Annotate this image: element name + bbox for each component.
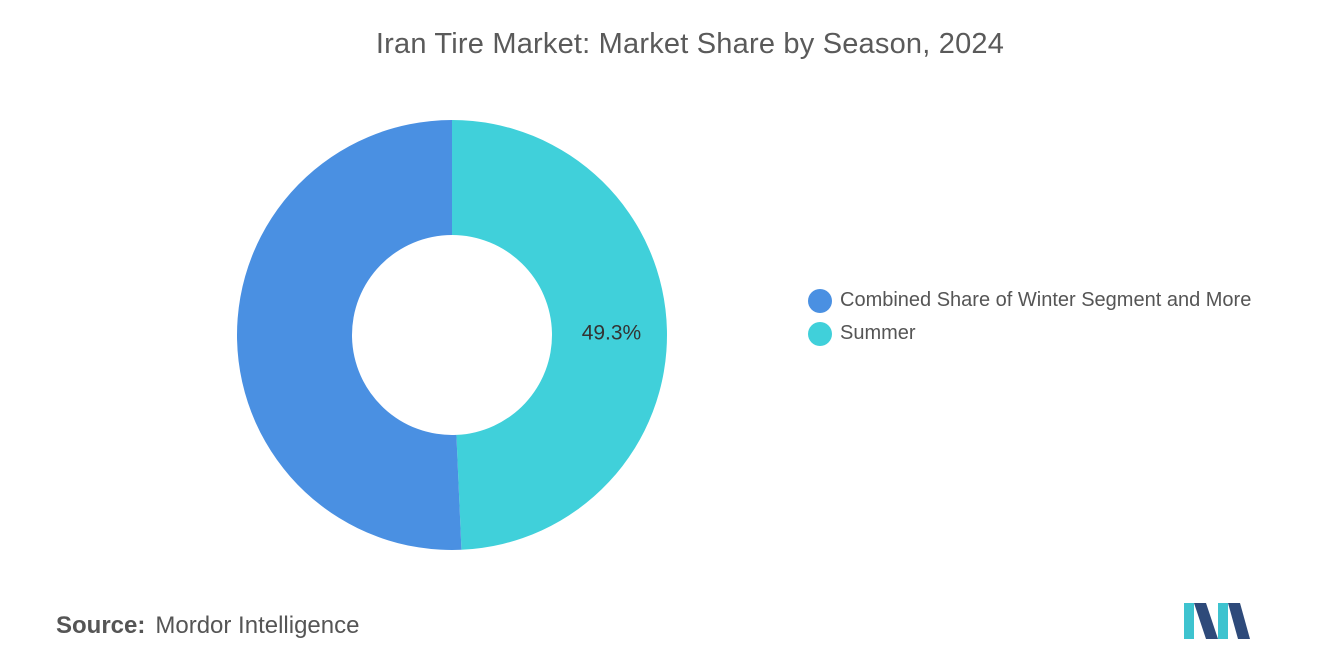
- donut-slices: [236, 120, 667, 550]
- legend-item-winter: Combined Share of Winter Segment and Mor…: [808, 284, 1251, 317]
- legend-item-summer: Summer: [808, 317, 1251, 350]
- legend-swatch-summer: [808, 321, 832, 346]
- mordor-intelligence-logo-icon: [1184, 603, 1250, 639]
- legend-label-winter: Combined Share of Winter Segment and Mor…: [840, 289, 1252, 311]
- logo-shape-diag-2: [1228, 603, 1250, 639]
- source-value: Mordor Intelligence: [155, 612, 360, 639]
- logo-shape-mid: [1218, 603, 1228, 639]
- legend-label-summer: Summer: [840, 322, 916, 344]
- slice-summer: [452, 120, 667, 550]
- chart-title: Iran Tire Market: Market Share by Season…: [375, 28, 1005, 60]
- chart-legend: Combined Share of Winter Segment and Mor…: [808, 284, 1251, 350]
- slice-labels: 49.3%: [582, 321, 642, 344]
- slice-label-summer: 49.3%: [582, 321, 642, 344]
- logo-shape-diag-1: [1194, 603, 1218, 639]
- legend-swatch-winter: [808, 288, 832, 313]
- source-note: Source: Mordor Intelligence: [56, 612, 359, 640]
- source-label: Source:: [56, 612, 146, 639]
- slice-winter: [236, 120, 462, 550]
- logo-shape-left: [1184, 603, 1194, 639]
